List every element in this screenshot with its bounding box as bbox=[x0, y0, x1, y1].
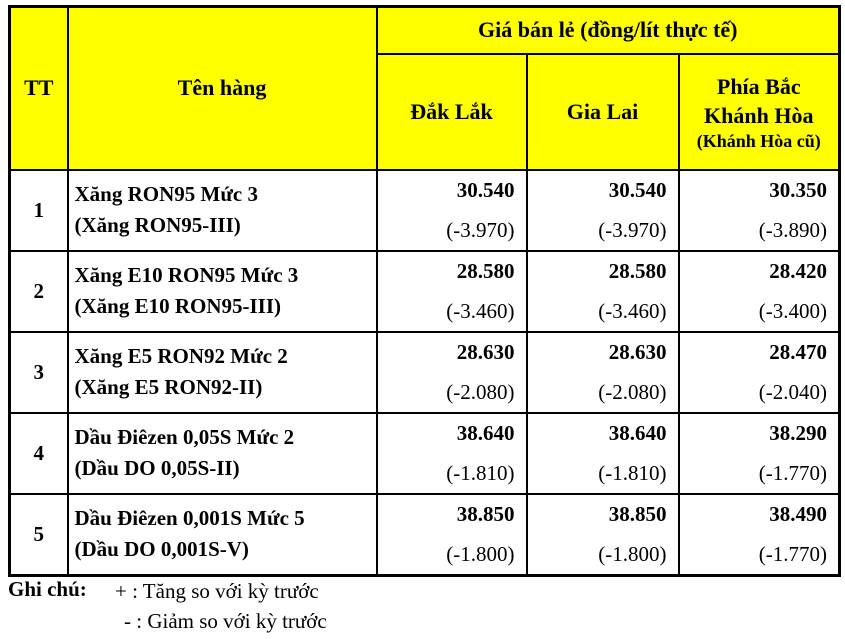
price-delta: (-1.770) bbox=[758, 541, 827, 566]
table-row: 3 Xăng E5 RON92 Mức 2 (Xăng E5 RON92-II)… bbox=[8, 330, 841, 414]
price-cell-khanh-hoa: 28.470 (-2.040) bbox=[677, 330, 841, 414]
price-delta: (-2.040) bbox=[758, 379, 827, 404]
note-increase: + : Tăng so với kỳ trước bbox=[115, 579, 319, 603]
price-value: 30.350 bbox=[769, 177, 827, 202]
price-value: 28.580 bbox=[456, 258, 515, 283]
product-name: Dầu Điêzen 0,001S Mức 5 bbox=[74, 506, 305, 530]
price-cell-dak-lak: 28.580 (-3.460) bbox=[375, 249, 528, 333]
product-name-cell: Dầu Điêzen 0,001S Mức 5 (Dầu DO 0,001S-V… bbox=[66, 492, 378, 576]
row-number: 5 bbox=[8, 492, 69, 576]
price-value: 30.540 bbox=[608, 177, 667, 202]
header-region-dak-lak: Đắk Lắk bbox=[375, 52, 528, 171]
price-delta: (-1.810) bbox=[446, 460, 515, 485]
price-value: 28.470 bbox=[769, 339, 827, 364]
price-cell-dak-lak: 38.850 (-1.800) bbox=[375, 492, 528, 576]
price-value: 28.420 bbox=[769, 258, 827, 283]
price-delta: (-1.810) bbox=[598, 460, 667, 485]
product-name-alt: (Dầu DO 0,001S-V) bbox=[74, 537, 249, 561]
price-cell-khanh-hoa: 38.290 (-1.770) bbox=[677, 411, 841, 495]
table-row: 4 Dầu Điêzen 0,05S Mức 2 (Dầu DO 0,05S-I… bbox=[8, 411, 841, 495]
price-value: 30.540 bbox=[456, 177, 515, 202]
price-delta: (-3.460) bbox=[598, 298, 667, 323]
row-number: 2 bbox=[8, 249, 69, 333]
header-region-khanh-hoa: Phía Bắc Khánh Hòa (Khánh Hòa cũ) bbox=[677, 52, 841, 171]
header-gia-ban-le: Giá bán lẻ (đồng/lít thực tế) bbox=[375, 5, 841, 55]
product-name: Xăng E10 RON95 Mức 3 bbox=[74, 263, 299, 287]
price-value: 38.640 bbox=[456, 420, 515, 445]
price-cell-dak-lak: 30.540 (-3.970) bbox=[375, 168, 528, 252]
product-name-cell: Dầu Điêzen 0,05S Mức 2 (Dầu DO 0,05S-II) bbox=[66, 411, 378, 495]
price-delta: (-3.970) bbox=[446, 217, 515, 242]
price-value: 38.850 bbox=[456, 501, 515, 526]
table-row: 1 Xăng RON95 Mức 3 (Xăng RON95-III) 30.5… bbox=[8, 168, 841, 252]
fuel-price-table: TT Tên hàng Giá bán lẻ (đồng/lít thực tế… bbox=[8, 5, 841, 577]
product-name: Dầu Điêzen 0,05S Mức 2 bbox=[74, 425, 295, 449]
header-khanh-hoa-line2: Khánh Hòa bbox=[704, 102, 814, 128]
price-value: 28.630 bbox=[456, 339, 515, 364]
price-value: 38.290 bbox=[769, 420, 827, 445]
price-cell-khanh-hoa: 38.490 (-1.770) bbox=[677, 492, 841, 576]
price-delta: (-2.080) bbox=[598, 379, 667, 404]
row-number: 1 bbox=[8, 168, 69, 252]
note-decrease: - : Giảm so với kỳ trước bbox=[124, 609, 327, 633]
price-value: 38.640 bbox=[608, 420, 667, 445]
product-name-alt: (Xăng E5 RON92-II) bbox=[74, 375, 263, 399]
row-number: 4 bbox=[8, 411, 69, 495]
header-ten-hang: Tên hàng bbox=[66, 5, 378, 171]
price-cell-khanh-hoa: 28.420 (-3.400) bbox=[677, 249, 841, 333]
price-cell-gia-lai: 38.640 (-1.810) bbox=[525, 411, 680, 495]
product-name-alt: (Xăng RON95-III) bbox=[74, 213, 241, 237]
price-cell-gia-lai: 38.850 (-1.800) bbox=[525, 492, 680, 576]
price-cell-gia-lai: 28.580 (-3.460) bbox=[525, 249, 680, 333]
header-khanh-hoa-sub: (Khánh Hòa cũ) bbox=[696, 130, 821, 151]
price-value: 38.850 bbox=[608, 501, 667, 526]
price-value: 38.490 bbox=[769, 501, 827, 526]
header-tt: TT bbox=[8, 5, 69, 171]
product-name-alt: (Xăng E10 RON95-III) bbox=[74, 294, 282, 318]
price-cell-dak-lak: 38.640 (-1.810) bbox=[375, 411, 528, 495]
price-value: 28.630 bbox=[608, 339, 667, 364]
price-cell-dak-lak: 28.630 (-2.080) bbox=[375, 330, 528, 414]
price-delta: (-1.800) bbox=[446, 541, 515, 566]
product-name: Xăng E5 RON92 Mức 2 bbox=[74, 344, 288, 368]
price-delta: (-3.460) bbox=[446, 298, 515, 323]
product-name-cell: Xăng RON95 Mức 3 (Xăng RON95-III) bbox=[66, 168, 378, 252]
price-value: 28.580 bbox=[608, 258, 667, 283]
price-cell-gia-lai: 30.540 (-3.970) bbox=[525, 168, 680, 252]
product-name-cell: Xăng E5 RON92 Mức 2 (Xăng E5 RON92-II) bbox=[66, 330, 378, 414]
header-region-gia-lai: Gia Lai bbox=[525, 52, 680, 171]
price-delta: (-1.770) bbox=[758, 460, 827, 485]
price-delta: (-3.970) bbox=[598, 217, 667, 242]
table-row: 2 Xăng E10 RON95 Mức 3 (Xăng E10 RON95-I… bbox=[8, 249, 841, 333]
product-name-alt: (Dầu DO 0,05S-II) bbox=[74, 456, 240, 480]
price-delta: (-1.800) bbox=[598, 541, 667, 566]
table-row: 5 Dầu Điêzen 0,001S Mức 5 (Dầu DO 0,001S… bbox=[8, 492, 841, 576]
product-name: Xăng RON95 Mức 3 bbox=[74, 182, 259, 206]
price-delta: (-3.890) bbox=[758, 217, 827, 242]
price-delta: (-3.400) bbox=[758, 298, 827, 323]
row-number: 3 bbox=[8, 330, 69, 414]
notes-lines: + : Tăng so với kỳ trước - : Giảm so với… bbox=[115, 577, 327, 635]
price-cell-khanh-hoa: 30.350 (-3.890) bbox=[677, 168, 841, 252]
notes: Ghi chú: + : Tăng so với kỳ trước - : Gi… bbox=[8, 577, 327, 635]
price-cell-gia-lai: 28.630 (-2.080) bbox=[525, 330, 680, 414]
price-delta: (-2.080) bbox=[446, 379, 515, 404]
notes-label: Ghi chú: bbox=[8, 577, 87, 601]
header-khanh-hoa-line1: Phía Bắc bbox=[716, 73, 801, 99]
product-name-cell: Xăng E10 RON95 Mức 3 (Xăng E10 RON95-III… bbox=[66, 249, 378, 333]
